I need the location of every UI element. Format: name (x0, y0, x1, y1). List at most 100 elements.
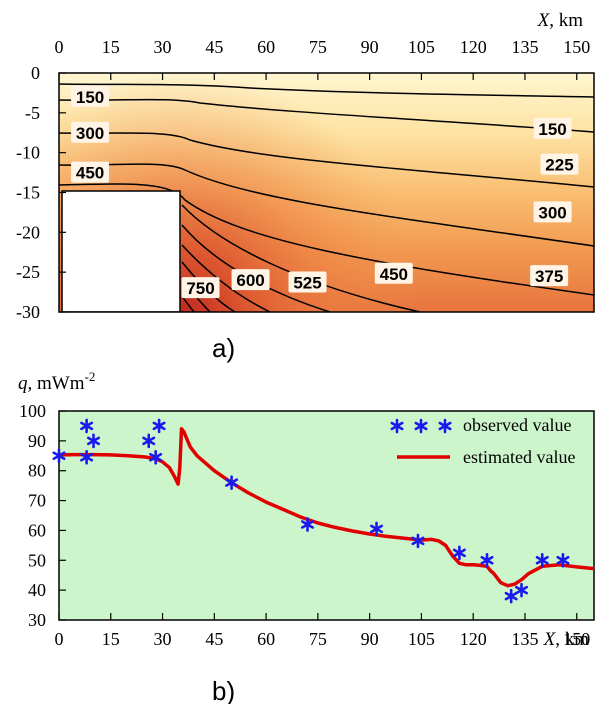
panel-b-y-tick-label: 80 (28, 461, 46, 481)
panel-a-y-tick-label: -30 (16, 302, 40, 322)
observed-value-point (80, 449, 94, 465)
isotherm-line (59, 183, 594, 296)
panel-b-plot-area (58, 410, 595, 621)
panel-a-x-tick-label: 75 (309, 37, 327, 57)
panel-b-x-tick-label: 30 (154, 629, 172, 649)
observed-value-point (535, 552, 549, 568)
legend: observed value estimated value (390, 415, 575, 467)
panel-a-heatmap (59, 73, 594, 312)
isotherm-label: 375 (530, 265, 569, 287)
isotherm-label-text: 150 (76, 88, 104, 107)
observed-value-point (152, 418, 166, 434)
panel-a-x-tick-label: 45 (205, 37, 223, 57)
caption-b: b) (212, 676, 235, 704)
isotherm-label-box (530, 265, 569, 287)
panel-b-y-tick-label: 60 (28, 520, 46, 540)
panel-b-y-tick-label: 50 (28, 550, 46, 570)
isotherm-label-text: 300 (538, 203, 566, 222)
caption-a: a) (212, 333, 235, 363)
panel-a-x-tick-label: 120 (460, 37, 487, 57)
estimated-value-line (58, 427, 595, 588)
isotherm-label-box (231, 269, 270, 291)
panel-a-x-tick-label: 135 (511, 37, 538, 57)
observed-value-point (480, 552, 494, 568)
isotherm-label-text: 375 (535, 267, 563, 286)
isotherm-label: 450 (374, 262, 413, 284)
observed-value-point (556, 552, 570, 568)
panel-b-x-tick-label: 15 (102, 629, 120, 649)
isotherm-label-text: 225 (545, 156, 573, 175)
panel-a-x-tick-label: 90 (361, 37, 379, 57)
isotherm-label-box (533, 201, 572, 223)
panel-a-x-tick-label: 30 (154, 37, 172, 57)
observed-value-point (142, 433, 156, 449)
isotherm-labels: 150 300 450 150 225 300 375 450 525 600 750 (71, 85, 579, 299)
observed-value-point (411, 533, 425, 549)
isotherm-label-box (540, 153, 579, 175)
panel-a-y-tick-label: -15 (16, 183, 40, 203)
panel-b-y-tick-label: 30 (28, 610, 46, 630)
panel-b-x-tick-label: 150 (563, 629, 590, 649)
legend-observed-marker (390, 418, 452, 434)
isotherm-label: 225 (540, 153, 579, 175)
panel-b-x-axis-title: X, km (543, 629, 590, 650)
observed-value-point (515, 582, 529, 598)
observed-value-point (225, 475, 239, 490)
observed-value-point (301, 517, 315, 532)
panel-a-x-tick-label: 105 (408, 37, 435, 57)
isotherm-label: 150 (533, 117, 572, 139)
isotherm-label-text: 300 (76, 124, 104, 143)
isotherm-label: 525 (288, 271, 327, 293)
panel-b-x-tick-label: 90 (361, 629, 379, 649)
panel-a-x-tick-label: 15 (102, 37, 120, 57)
legend-star (438, 418, 452, 434)
white-block (61, 190, 181, 312)
isotherm-line (59, 163, 594, 247)
isotherm-label: 300 (533, 201, 572, 223)
panel-b: 0 15 30 45 60 75 90 105 120 135 150 30 40 50 60 70 80 90… (18, 369, 595, 704)
isotherm-label-text: 450 (380, 265, 408, 284)
panel-a-x-tick-label: 150 (563, 37, 590, 57)
isotherm-label: 300 (71, 121, 110, 143)
isotherm-label-box (374, 262, 413, 284)
observed-value-point (80, 418, 94, 434)
legend-estimated-label: estimated value (463, 447, 575, 467)
isotherm-label-box (71, 161, 110, 183)
isotherm-label-text: 750 (186, 279, 214, 298)
observed-value-point (504, 588, 518, 604)
panel-a-y-axis: 0 -5 -10 -15 -20 -25 -30 (16, 63, 66, 322)
panel-b-y-tick-label: 40 (28, 580, 46, 600)
isotherm-label: 600 (231, 269, 270, 291)
panel-b-y-tick-label: 70 (28, 491, 46, 511)
panel-b-x-tick-label: 0 (55, 629, 64, 649)
isotherm-label-box (181, 277, 220, 299)
isotherm-line (59, 83, 594, 98)
isotherm-line (181, 204, 421, 312)
isotherm-label: 150 (71, 85, 110, 107)
legend-observed-label: observed value (463, 415, 571, 435)
panel-a-x-axis: 0 15 30 45 60 75 90 105 120 135 150 (55, 37, 590, 80)
panel-b-y-tick-label: 90 (28, 431, 46, 451)
observed-value-point (452, 545, 466, 561)
isotherm-label: 750 (181, 277, 220, 299)
isotherm-line (59, 98, 594, 133)
panel-b-x-tick-label: 120 (460, 629, 487, 649)
isotherm-label-box (71, 85, 110, 107)
panel-a-y-tick-label: -20 (16, 222, 40, 242)
observed-value-point (87, 433, 101, 449)
observed-value-point (52, 448, 66, 464)
isotherm-line (181, 244, 271, 312)
isotherm-label-box (71, 121, 110, 143)
panel-a-x-axis-title: X, km (537, 10, 584, 31)
panel-a-y-tick-label: -10 (16, 143, 40, 163)
isotherm-label: 450 (71, 161, 110, 183)
isotherm-label-text: 450 (76, 164, 104, 183)
panel-a-y-tick-label: -5 (25, 103, 40, 123)
panel-a-y-tick-label: -25 (16, 262, 40, 282)
panel-b-x-axis: 0 15 30 45 60 75 90 105 120 135 150 (55, 613, 590, 649)
isotherm-label-box (533, 117, 572, 139)
isotherm-label-text: 600 (236, 271, 264, 290)
observed-value-point (370, 521, 384, 537)
panel-b-series (52, 418, 595, 604)
